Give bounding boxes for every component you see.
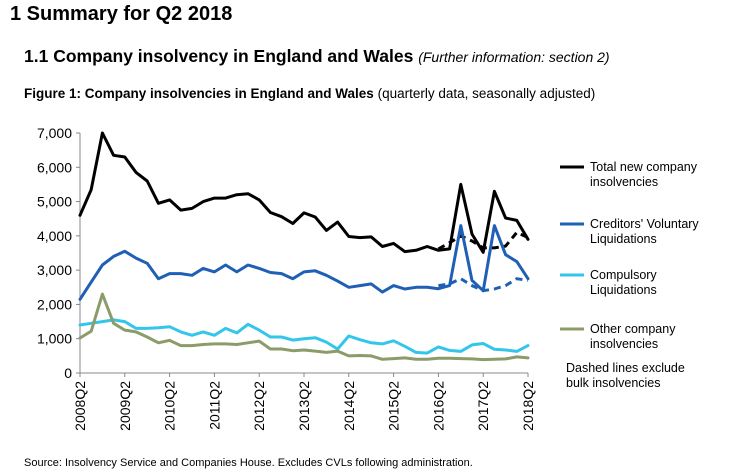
section-title: 1.1 Company insolvency in England and Wa… (24, 46, 414, 66)
x-tick-label: 2009Q2 (117, 381, 133, 431)
series-line-5 (78, 292, 530, 362)
series-line-4 (78, 318, 530, 355)
x-tick-label: 2013Q2 (296, 381, 312, 431)
page-heading: 1 Summary for Q2 2018 (10, 3, 233, 25)
series-line-3 (438, 277, 529, 293)
x-tick-label: 2018Q2 (520, 381, 536, 431)
x-tick-label: 2016Q2 (430, 381, 446, 431)
x-tick-label: 2011Q2 (206, 381, 222, 430)
y-tick-label: 0 (64, 365, 72, 381)
x-tick-label: 2010Q2 (162, 381, 178, 431)
legend-label: Total new company (590, 160, 698, 174)
section-note: (Further information: section 2) (418, 49, 610, 65)
x-tick-label: 2012Q2 (251, 381, 267, 431)
series-line-2 (78, 224, 530, 301)
y-tick-label: 5,000 (37, 194, 72, 210)
series-line-1 (437, 230, 529, 251)
legend-label: Other company (590, 322, 676, 336)
y-tick-label: 4,000 (37, 228, 72, 244)
figure-title-bold: Figure 1: Company insolvencies in Englan… (24, 86, 374, 101)
legend-label: insolvencies (590, 175, 658, 189)
insolvency-line-chart: 0 1,000 2,000 3,000 4,000 5,000 6,000 7,000 2008… (37, 125, 699, 431)
x-tick-label: 2017Q2 (475, 381, 491, 431)
legend-label: Compulsory (590, 268, 657, 282)
y-tick-label: 2,000 (37, 296, 72, 312)
legend-label: insolvencies (590, 337, 658, 351)
x-tick-label: 2008Q2 (72, 381, 88, 431)
legend-label: Creditors' Voluntary (590, 217, 699, 231)
y-tick-label: 3,000 (37, 262, 72, 278)
section-heading: 1.1 Company insolvency in England and Wa… (24, 46, 610, 67)
source-note: Source: Insolvency Service and Companies… (24, 457, 473, 469)
y-tick-label: 7,000 (37, 125, 72, 141)
y-tick-label: 6,000 (37, 159, 72, 175)
series-line-0 (78, 131, 530, 254)
y-tick-label: 1,000 (37, 331, 72, 347)
chart-annotation: Dashed lines exclude (566, 361, 685, 375)
figure-title-rest: (quarterly data, seasonally adjusted) (377, 86, 596, 101)
figure-title: Figure 1: Company insolvencies in Englan… (24, 86, 595, 101)
legend-label: Liquidations (590, 232, 657, 246)
chart-annotation: bulk insolvencies (566, 376, 661, 390)
x-tick-label: 2015Q2 (386, 381, 402, 431)
legend-label: Liquidations (590, 283, 657, 297)
x-tick-label: 2014Q2 (341, 381, 357, 431)
